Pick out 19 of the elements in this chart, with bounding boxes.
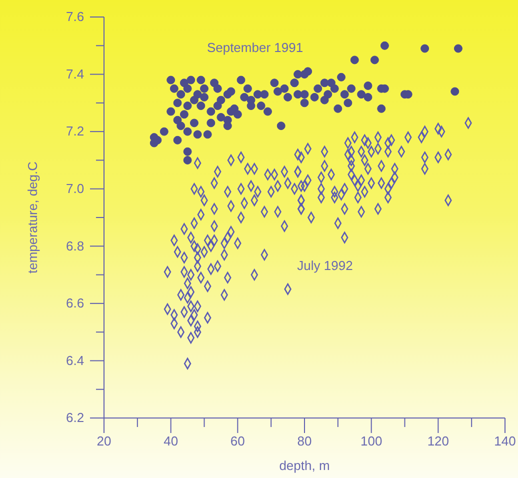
x-axis-title: depth, m: [279, 458, 330, 473]
y-tick-label: 7.0: [66, 181, 84, 196]
x-tick-label: 120: [427, 434, 450, 449]
x-tick-label: 60: [230, 434, 245, 449]
y-tick-label: 7.4: [66, 66, 84, 82]
y-axis-title: temperature, deg.C: [25, 161, 40, 274]
series-label: July 1992: [297, 258, 353, 273]
x-tick-label: 100: [360, 434, 382, 449]
y-tick-label: 7.6: [66, 9, 84, 24]
y-tick-label: 6.2: [66, 410, 84, 426]
y-tick-label: 7.2: [66, 124, 84, 139]
x-tick-label: 40: [164, 434, 178, 449]
y-tick-label: 6.8: [66, 238, 84, 254]
x-tick-label: 140: [494, 434, 516, 449]
y-tick-label: 6.6: [66, 296, 84, 311]
x-tick-label: 80: [297, 434, 312, 449]
y-tick-label: 6.4: [66, 352, 84, 368]
x-tick-label: 20: [96, 434, 112, 449]
series-label: September 1991: [206, 40, 304, 55]
